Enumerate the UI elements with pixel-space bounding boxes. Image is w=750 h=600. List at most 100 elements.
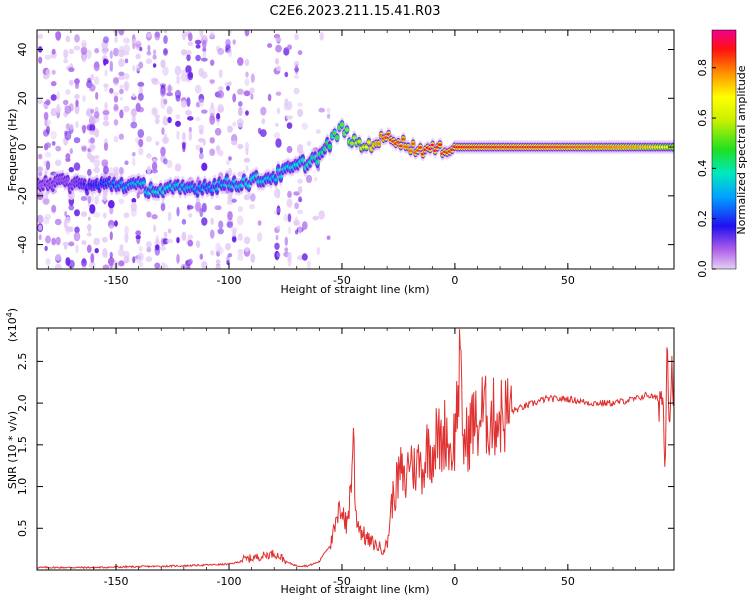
heatmap-cell: [81, 54, 87, 63]
heatmap-cell: [81, 42, 87, 48]
heatmap-cell: [181, 49, 187, 56]
heatmap-cell: [73, 162, 81, 171]
heatmap-cell: [185, 109, 192, 116]
heatmap-cell: [274, 58, 280, 65]
heatmap-cell: [119, 88, 124, 95]
heatmap-cell: [65, 216, 71, 224]
heatmap-cell: [231, 236, 237, 243]
heatmap-cell: [81, 145, 87, 151]
heatmap-cell: [88, 130, 96, 136]
heatmap-cell: [74, 104, 80, 115]
heatmap-cell: [73, 45, 81, 51]
heatmap-cell: [37, 33, 44, 40]
heatmap-cell: [185, 50, 192, 55]
heatmap-cell: [301, 122, 308, 130]
heatmap-cell: [199, 147, 203, 155]
heatmap-cell: [124, 58, 129, 64]
heatmap-cell: [50, 81, 57, 87]
heatmap-cell: [152, 54, 157, 60]
heatmap-cell: [44, 213, 52, 220]
heatmap-cell: [276, 107, 281, 115]
heatmap-cell: [217, 90, 225, 99]
heatmap-cell: [152, 63, 157, 68]
heatmap-cell: [74, 226, 80, 234]
x-tick-label: -50: [333, 274, 351, 287]
heatmap-cell: [201, 109, 208, 114]
heatmap-cell: [104, 45, 108, 53]
heatmap-cell: [132, 256, 136, 264]
heatmap-cell: [81, 266, 87, 269]
heatmap-cell: [135, 235, 141, 240]
heatmap-cell: [69, 148, 73, 155]
heatmap-cell: [167, 228, 172, 234]
heatmap-cell: [109, 231, 113, 241]
heatmap-cell: [64, 211, 68, 217]
heatmap-cell: [296, 144, 304, 154]
snr-frame: [36, 327, 675, 571]
heatmap-cell: [209, 250, 215, 256]
heatmap-cell: [119, 96, 123, 101]
heatmap-cell: [215, 264, 221, 269]
heatmap-cell: [243, 90, 251, 97]
heatmap-cell: [166, 238, 173, 244]
colorbar-gradient: [711, 29, 737, 270]
heatmap-cell: [163, 231, 168, 238]
heatmap-cell: [160, 146, 166, 157]
heatmap-cell: [51, 69, 56, 75]
heatmap-cell: [101, 236, 108, 243]
heatmap-cell: [335, 136, 340, 140]
snr-multiplier-close: ): [6, 308, 19, 312]
heatmap-cell: [200, 35, 208, 40]
heatmap-cell: [118, 248, 125, 257]
heatmap-cell: [293, 60, 300, 67]
heatmap-cell: [118, 45, 125, 54]
heatmap-cell: [154, 31, 161, 41]
colorbar-tick-label: 0.4: [696, 160, 709, 178]
heatmap-cell: [137, 252, 144, 262]
heatmap-cell: [218, 69, 223, 79]
heatmap-cell: [302, 221, 308, 230]
heatmap-cell: [296, 255, 304, 261]
heatmap-cell: [284, 71, 289, 78]
snr-x-label: Height of straight line (km): [280, 583, 429, 596]
heatmap-cell: [80, 196, 88, 201]
heatmap-cell: [93, 166, 100, 174]
heatmap-cell: [62, 99, 69, 105]
heatmap-cell: [199, 128, 204, 135]
heatmap-cell: [276, 188, 281, 199]
heatmap-cell: [250, 73, 255, 83]
colorbar-ticks: 0.0 0.2 0.4 0.6 0.8: [696, 59, 716, 278]
heatmap-cell: [267, 43, 273, 48]
heatmap-cell: [161, 127, 165, 135]
heatmap-cell: [94, 195, 99, 205]
heatmap-cell: [94, 111, 100, 119]
x-tick-label: 50: [561, 575, 575, 588]
heatmap-cell: [284, 247, 289, 252]
heatmap-cell: [249, 87, 255, 94]
heatmap-cell: [298, 196, 302, 203]
heatmap-cell: [163, 35, 168, 45]
heatmap-cell: [46, 125, 50, 135]
heatmap-cell: [163, 30, 168, 34]
colorbar-tick-label: 0.2: [696, 210, 709, 228]
heatmap-cell: [283, 213, 290, 222]
heatmap-cell: [137, 106, 144, 113]
heatmap-cell: [181, 69, 187, 76]
heatmap-cell: [109, 251, 113, 259]
heatmap-cell: [237, 233, 243, 241]
heatmap-cell: [107, 200, 115, 209]
heatmap-cell: [138, 61, 144, 69]
heatmap-cell: [244, 58, 250, 66]
heatmap-cell: [132, 93, 136, 98]
heatmap-cell: [37, 165, 44, 173]
heatmap-cell: [114, 35, 118, 44]
heatmap-cell: [68, 79, 74, 86]
heatmap-cell: [130, 207, 137, 217]
heatmap-cell: [136, 40, 141, 45]
heatmap-cell: [286, 122, 293, 129]
y-tick-label: 40: [16, 43, 29, 57]
heatmap-cell: [297, 108, 304, 117]
heatmap-cell: [243, 157, 251, 163]
heatmap-cell: [187, 41, 194, 47]
